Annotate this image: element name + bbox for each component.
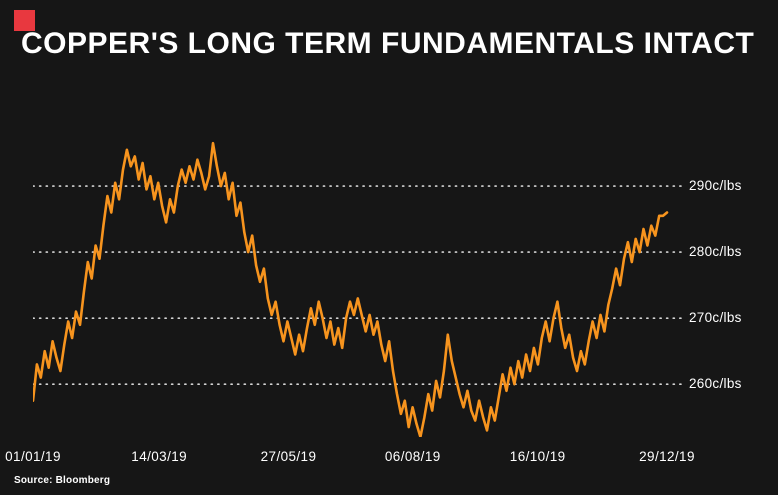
x-axis-tick-label: 01/01/19 xyxy=(5,449,61,464)
y-axis-tick-label: 270c/lbs xyxy=(689,310,742,326)
brand-logo-square xyxy=(14,10,35,31)
price-line-chart xyxy=(33,141,683,437)
x-axis-tick-label: 27/05/19 xyxy=(260,449,317,464)
chart-title: COPPER'S LONG TERM FUNDAMENTALS INTACT xyxy=(21,27,755,60)
x-axis-tick-label: 16/10/19 xyxy=(509,449,566,464)
y-axis-tick-label: 280c/lbs xyxy=(689,244,742,260)
source-label: Source: Bloomberg xyxy=(14,475,111,486)
x-axis-tick-label: 29/12/19 xyxy=(639,449,695,464)
x-axis-tick-label: 14/03/19 xyxy=(131,449,188,464)
y-axis-tick-label: 260c/lbs xyxy=(689,376,742,392)
x-axis-tick-label: 06/08/19 xyxy=(384,449,441,464)
plot-area xyxy=(33,130,683,437)
y-axis-tick-label: 290c/lbs xyxy=(689,178,742,194)
